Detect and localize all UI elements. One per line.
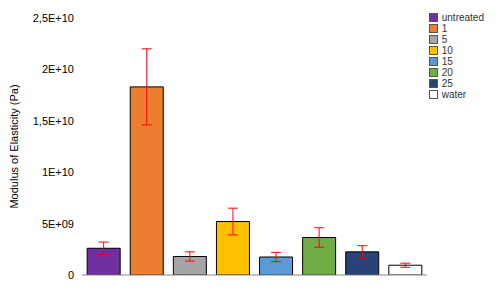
html-text:10: 10 [441, 45, 453, 56]
html-text:1: 1 [441, 23, 448, 34]
svg-text:1,5E+10: 1,5E+10 [33, 115, 74, 127]
html-text:20: 20 [441, 67, 453, 78]
svg-text:2E+10: 2E+10 [42, 63, 74, 75]
svg-text:0: 0 [68, 269, 74, 281]
html-text:water: water [441, 89, 467, 100]
html-text:25: 25 [441, 78, 453, 89]
html-text:5: 5 [441, 34, 448, 45]
html-text:15: 15 [441, 56, 453, 67]
svg-text:1E+10: 1E+10 [42, 166, 74, 178]
html-text:untreated: untreated [441, 12, 484, 23]
svg-text:5E+09: 5E+09 [42, 218, 74, 230]
svg-text:2,5E+10: 2,5E+10 [33, 12, 74, 24]
svg-text:Modulus of Elasticity (Pa): Modulus of Elasticity (Pa) [8, 84, 20, 208]
